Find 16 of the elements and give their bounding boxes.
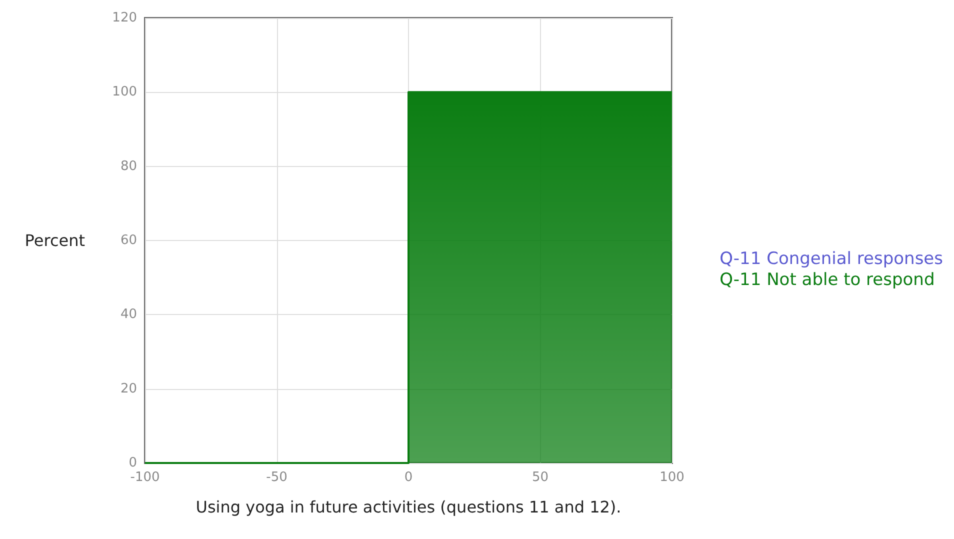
y-tick-label: 100 <box>112 84 137 100</box>
legend-label: Q-11 Congenial responses <box>720 249 944 269</box>
y-tick-label: 40 <box>120 307 137 322</box>
x-tick-label: -100 <box>130 470 160 485</box>
x-tick-label: 100 <box>660 470 684 485</box>
y-tick-label: 20 <box>120 381 137 396</box>
x-tick-label: 50 <box>532 470 549 485</box>
y-tick-label: 80 <box>120 158 137 174</box>
y-tick-label: 0 <box>128 456 137 470</box>
y-tick-label: 60 <box>120 233 137 248</box>
x-axis-title: Using yoga in future activities (questions 11 and 12). <box>196 498 622 516</box>
y-tick-label: 120 <box>112 10 137 26</box>
x-tick-label: 0 <box>404 470 413 485</box>
text: Q-11 Not able to respond <box>720 270 935 290</box>
x-tick-label: -50 <box>266 470 288 485</box>
y-axis-title: Percent <box>24 231 85 250</box>
